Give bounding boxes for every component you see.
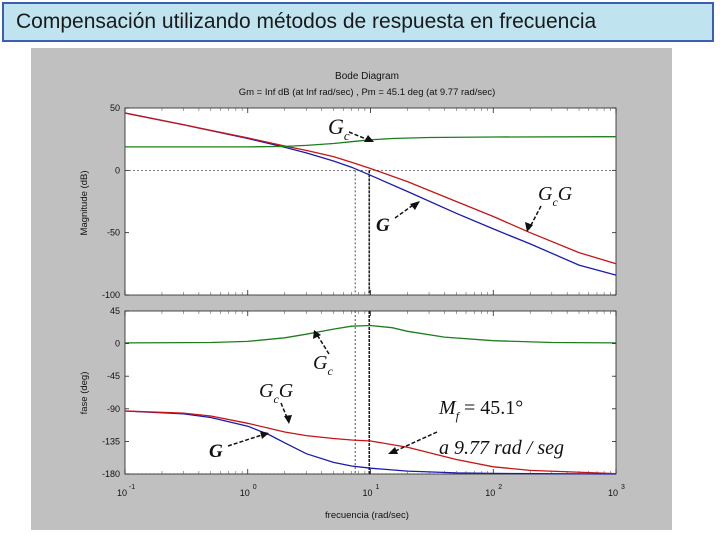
annotation-gcg-phase: GcG (259, 380, 294, 406)
x-tick-label: 10 (362, 488, 372, 498)
arrowhead-mf (388, 447, 398, 454)
magnitude-ytick-label: 50 (110, 103, 120, 113)
chart-title: Bode Diagram (335, 71, 399, 82)
x-tick-exponent: 1 (376, 484, 380, 491)
arrow-mf (392, 431, 438, 453)
x-tick-exponent: 0 (253, 484, 257, 491)
phase-ytick-label: -45 (107, 371, 120, 381)
annotation-crossover-freq: a 9.77 rad / seg (439, 437, 564, 459)
arrowhead-g-phase (260, 431, 269, 439)
annotation-gc-mag: Gc (328, 114, 350, 143)
phase-ytick-label: -180 (102, 469, 120, 479)
arrow-g-phase (227, 433, 266, 447)
arrowhead-gc-phase (313, 330, 321, 339)
phase-ytick-label: -90 (107, 404, 120, 414)
x-tick-label: 10 (608, 488, 618, 498)
arrowhead-gcg-mag (525, 222, 533, 232)
x-tick-label: 10 (117, 488, 127, 498)
magnitude-ytick-label: 0 (115, 165, 120, 175)
x-tick-label: 10 (485, 488, 495, 498)
phase-ytick-label: -135 (102, 436, 120, 446)
phase-axis-label: fase (deg) (79, 372, 90, 415)
phase-plot-area (124, 310, 617, 475)
magnitude-axis-label: Magnitude (dB) (79, 171, 90, 236)
phase-ytick-label: 45 (110, 306, 120, 316)
phase-series-0 (124, 410, 617, 475)
annotation-g-phase: G (209, 441, 223, 462)
chart-subtitle: Gm = Inf dB (at Inf rad/sec) , Pm = 45.1… (239, 87, 496, 98)
x-tick-exponent: -1 (129, 484, 135, 491)
annotation-g-mag: G (376, 215, 390, 236)
annotation-gcg-mag: GcG (538, 183, 573, 209)
arrowhead-gc-mag (364, 135, 374, 142)
arrowhead-gcg-phase (284, 415, 292, 424)
magnitude-series-1 (124, 112, 617, 265)
magnitude-series-2 (125, 136, 617, 148)
magnitude-series-0 (124, 112, 617, 276)
annotation-mf: Mf = 45.1° (438, 397, 523, 423)
annotation-gc-phase: Gc (313, 352, 333, 378)
bode-diagram: Bode Diagram Gm = Inf dB (at Inf rad/sec… (79, 71, 625, 521)
x-tick-exponent: 2 (498, 484, 502, 491)
magnitude-ytick-label: -100 (102, 290, 120, 300)
x-tick-exponent: 3 (621, 484, 625, 491)
arrow-gc-phase (315, 332, 330, 355)
phase-ytick-label: 0 (115, 339, 120, 349)
phase-series-1 (124, 410, 617, 475)
slide-title: Compensación utilizando métodos de respu… (2, 2, 714, 42)
arrowhead-g-mag (410, 201, 420, 210)
x-axis-label: frecuencia (rad/sec) (325, 510, 409, 521)
bode-figure: Bode Diagram Gm = Inf dB (at Inf rad/sec… (31, 48, 672, 530)
x-tick-label: 10 (240, 488, 250, 498)
magnitude-ytick-label: -50 (107, 228, 120, 238)
phase-series-2 (124, 324, 617, 344)
